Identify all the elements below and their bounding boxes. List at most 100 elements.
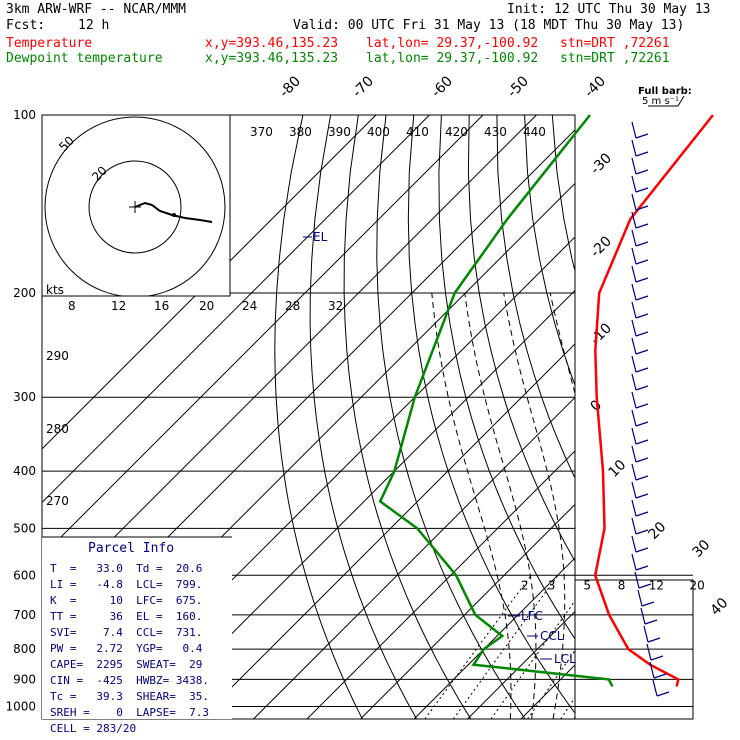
- temperature-latlon: lat,lon= 29.37,-100.92: [366, 36, 539, 51]
- mixing-ratio-line: [424, 574, 532, 719]
- dewpoint-xy: x,y=393.46,135.23: [205, 51, 339, 66]
- isotherm-line: [42, 115, 377, 450]
- wind-barb-flag: [635, 475, 649, 481]
- wind-barb-flag: [635, 439, 649, 445]
- wind-barb-shaft: [631, 553, 637, 571]
- wind-barb-shaft: [631, 265, 637, 283]
- level-markers: [303, 236, 552, 660]
- isotherm-line: [735, 115, 740, 719]
- wind-barb-shaft: [631, 445, 637, 463]
- dry-adiabat: [407, 115, 575, 714]
- wind-barb-shaft: [631, 535, 637, 553]
- pressure-tick-label: 600: [13, 568, 36, 582]
- hodograph-trace: [134, 201, 213, 223]
- dewpoint-series-line: [378, 114, 614, 687]
- isotherm-tick-label: -40: [582, 73, 609, 100]
- pressure-tick-label: 300: [13, 390, 36, 404]
- isotherm-tick-label: -30: [588, 150, 615, 177]
- mixing-ratio-label: 8: [618, 579, 626, 593]
- dry-adiabat: [274, 115, 363, 719]
- dewpoint-series-name: Dewpoint temperature: [6, 51, 163, 66]
- dry-adiabat: [467, 115, 575, 563]
- wind-barb-shaft: [631, 247, 637, 265]
- wind-barb-shaft: [631, 175, 637, 193]
- theta-label-left: 270: [46, 494, 69, 508]
- wind-barb-flag: [635, 133, 649, 139]
- wind-barb-shaft: [631, 409, 637, 427]
- speed-tick-label: 12: [111, 299, 126, 313]
- wind-barb-shaft: [652, 679, 658, 697]
- dry-adiabat: [551, 115, 575, 273]
- wind-barb-flag: [635, 295, 649, 301]
- wind-barb-shaft: [631, 157, 637, 175]
- wind-barb-flag: [641, 601, 655, 607]
- valid-time: Valid: 00 UTC Fri 31 May 13 (18 MDT Thu …: [293, 18, 685, 33]
- pressure-tick-label: 400: [13, 464, 36, 478]
- isotherm-tick-label: 30: [690, 537, 714, 561]
- isotherm-line: [42, 115, 484, 557]
- wind-barb-shaft: [637, 589, 643, 607]
- isotherm-line: [42, 115, 537, 611]
- isotherm-tick-label: -80: [277, 73, 304, 100]
- isotherm-line: [199, 343, 575, 719]
- wind-barb-shaft: [631, 517, 637, 535]
- speed-tick-labels: 8 12 16 20 24 28 32: [68, 299, 343, 313]
- wind-barb-flag: [650, 655, 664, 661]
- wind-barb-flag: [635, 511, 649, 517]
- barb-panel-outline: [574, 115, 694, 720]
- moist-adiabat: [617, 293, 685, 719]
- wind-barb-flag: [635, 421, 649, 427]
- isotherm-tick-label: -20: [588, 233, 615, 260]
- isotherm-line: [413, 557, 575, 719]
- barb-legend-value: 5 m s⁻¹: [642, 96, 679, 107]
- theta-label: 390: [328, 125, 351, 139]
- hodograph: 50 20 kts: [41, 114, 231, 297]
- wind-barb-flag: [635, 385, 649, 391]
- mixing-ratio-label: 12: [649, 579, 664, 593]
- el-marker-label: EL: [313, 230, 328, 244]
- theta-label-left: 280: [46, 422, 69, 436]
- moist-adiabat: [639, 293, 740, 719]
- theta-label: 400: [367, 125, 390, 139]
- wind-barb-shaft: [631, 283, 637, 301]
- moist-adiabat-lines: [431, 292, 740, 719]
- moist-adiabat: [464, 292, 537, 719]
- theta-label: 440: [523, 125, 546, 139]
- hodograph-ring-inner: [88, 160, 182, 254]
- wind-barb-flag: [635, 331, 649, 337]
- parcel-info-row: T = 33.0 Td = 20.6: [50, 562, 202, 575]
- wind-barb-flag: [635, 259, 649, 265]
- isotherm-line: [681, 115, 740, 719]
- wind-barb-flag: [635, 187, 649, 193]
- mixing-ratio-label: 3: [548, 579, 556, 593]
- theta-label: 410: [406, 125, 429, 139]
- dry-adiabat: [719, 115, 740, 719]
- wind-barb-flag: [635, 529, 649, 535]
- parcel-info-title: Parcel Info: [88, 541, 174, 556]
- speed-tick-label: 8: [68, 299, 76, 313]
- dry-adiabat: [608, 115, 740, 719]
- isotherm-line: [467, 610, 575, 719]
- mixing-ratio-line: [452, 575, 559, 719]
- wind-barb-shaft: [634, 571, 640, 589]
- temperature-xy: x,y=393.46,135.23: [205, 36, 339, 51]
- wind-barb-flag: [635, 169, 649, 175]
- speed-tick-label: 28: [285, 299, 300, 313]
- parcel-info-row: CELL = 283/20: [50, 722, 136, 735]
- isotherm-tick-label: -60: [429, 73, 456, 100]
- fcst-label: Fcst:: [6, 18, 46, 33]
- dry-adiabat: [691, 115, 740, 719]
- dry-adiabat: [635, 115, 740, 719]
- wind-barb-shaft: [631, 229, 637, 247]
- dry-adiabat: [309, 115, 418, 719]
- wind-barb-flag: [635, 547, 649, 553]
- dry-adiabat: [496, 115, 575, 480]
- parcel-info-row: Tc = 39.3 SHEAR= 35.: [50, 690, 209, 703]
- wind-barb-flag: [635, 223, 649, 229]
- wind-barb-flag: [656, 691, 670, 697]
- mixing-ratio-line: [527, 649, 575, 719]
- mixing-ratio-label: 5: [583, 579, 591, 593]
- theta-label-left: 290: [46, 349, 69, 363]
- pressure-tick-label: 100: [13, 108, 36, 122]
